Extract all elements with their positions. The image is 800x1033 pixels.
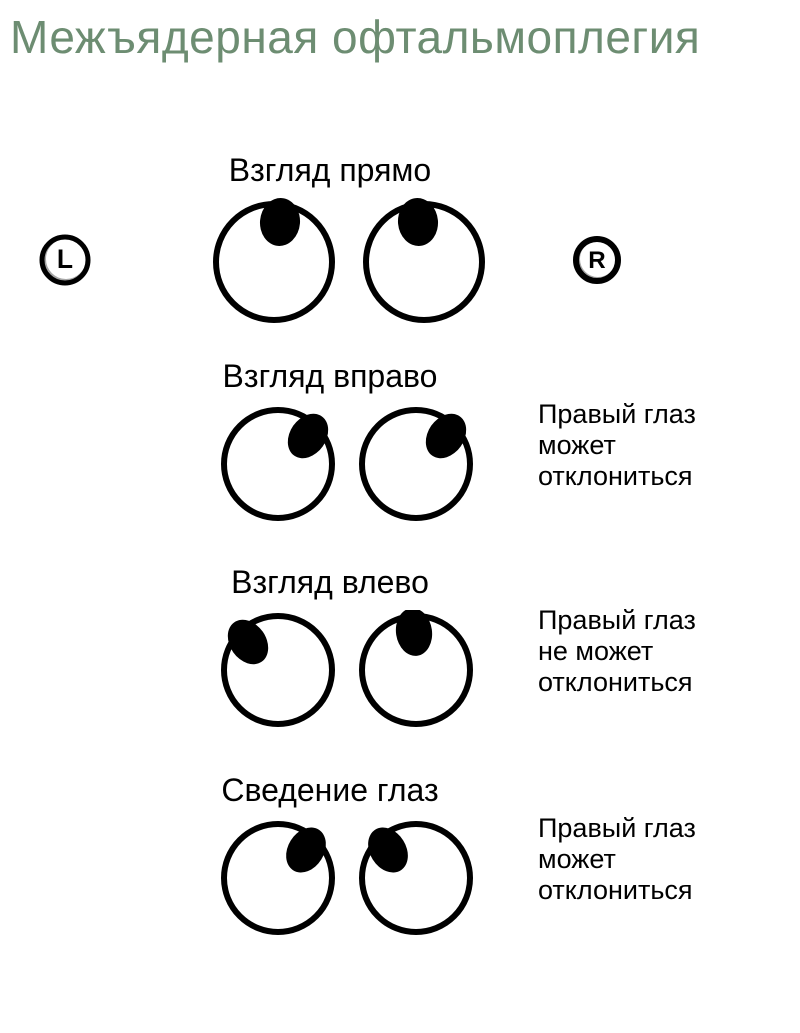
convergence-label: Сведение глаз [120,772,540,809]
page-title: Межъядерная офтальмоплегия [10,10,700,64]
svg-text:L: L [57,244,73,274]
right-marker: R [568,231,626,289]
convergence-eyes [218,818,476,938]
convergence-note: Правый глаз может отклониться [538,813,696,906]
gaze-left-label: Взгляд влево [120,564,540,601]
diagram-page: Межъядерная офтальмоплегия L R Взгляд пр… [0,0,800,1033]
gaze-right-label: Взгляд вправо [120,358,540,395]
svg-text:R: R [588,247,605,274]
gaze-straight-label: Взгляд прямо [120,152,540,189]
gaze-straight-eyes [210,198,488,326]
gaze-right-eyes [218,404,476,524]
gaze-right-note: Правый глаз может отклониться [538,399,696,492]
gaze-left-eyes [218,610,476,730]
left-marker: L [35,230,95,290]
gaze-left-note: Правый глаз не может отклониться [538,605,696,698]
